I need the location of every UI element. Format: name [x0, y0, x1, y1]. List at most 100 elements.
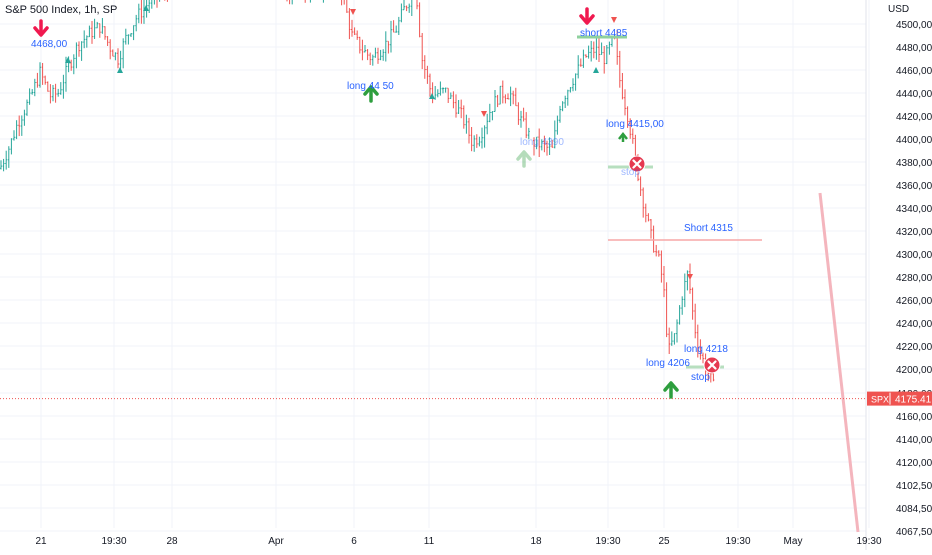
x-tick-label: 19:30 [856, 536, 881, 547]
candle [150, 0, 153, 9]
candle [343, 0, 345, 5]
candle [371, 54, 374, 66]
projection-line [818, 192, 860, 533]
candle [130, 33, 132, 37]
stop-marker-icon [703, 356, 721, 374]
candle [135, 14, 138, 32]
candle [403, 0, 405, 11]
candle [366, 49, 369, 61]
candle [341, 0, 343, 6]
signal-triangle [611, 17, 617, 23]
candle [369, 52, 372, 65]
candle [356, 30, 359, 40]
candle [491, 111, 494, 121]
candle [543, 135, 546, 153]
candle [390, 20, 392, 53]
candle [455, 94, 457, 118]
candle [384, 31, 387, 62]
candle [598, 38, 600, 62]
candle [361, 39, 364, 61]
candle [561, 101, 564, 112]
candle [395, 25, 398, 33]
x-tick-label: May [784, 536, 803, 547]
candle [436, 89, 439, 98]
candle [600, 42, 603, 55]
candle [572, 78, 574, 92]
signal-triangle [429, 93, 435, 99]
y-tick-label: 4360,00 [896, 181, 932, 192]
candle [124, 28, 127, 45]
candle [681, 296, 684, 315]
short-arrow-icon [579, 7, 595, 25]
candle [465, 114, 468, 134]
candle [109, 39, 112, 60]
annotation-label: short 4485 [580, 28, 628, 39]
candle [20, 115, 23, 136]
candle [470, 127, 473, 152]
x-tick-label: 21 [35, 536, 47, 547]
candle [140, 0, 143, 24]
candle [676, 319, 678, 343]
candle [80, 41, 83, 61]
candle [83, 30, 86, 49]
candle [70, 59, 73, 71]
y-tick-label: 4400,00 [896, 135, 932, 146]
last-price-box [867, 391, 932, 406]
candle [114, 52, 117, 61]
signal-triangle [687, 274, 693, 280]
candle [164, 0, 166, 1]
candle [585, 54, 587, 58]
candle [657, 250, 660, 257]
candle [631, 128, 634, 144]
candle [377, 47, 379, 64]
candle [694, 303, 697, 339]
candle [673, 333, 676, 345]
candle [512, 90, 515, 105]
candle [426, 65, 429, 84]
candle [468, 117, 470, 144]
candle [26, 99, 28, 116]
candle [410, 0, 413, 16]
candle [686, 270, 689, 291]
candle [621, 73, 624, 100]
candle [442, 87, 444, 94]
candle [644, 203, 647, 223]
candle [405, 5, 408, 12]
candle [548, 137, 551, 155]
candle [452, 91, 455, 109]
candles [0, 0, 715, 383]
candle [650, 219, 652, 239]
candle [62, 74, 65, 99]
annotation-label: long 4415,00 [606, 119, 664, 130]
candle [504, 94, 507, 104]
arrow-head [618, 131, 628, 140]
candle [577, 55, 580, 79]
stop-cross [707, 360, 717, 370]
candle [582, 49, 585, 68]
candle [574, 73, 577, 91]
short-arrow-icon [33, 19, 49, 37]
grid [0, 0, 870, 532]
candle [31, 89, 34, 95]
candle [379, 49, 382, 61]
signal-triangle [350, 9, 356, 15]
candle [111, 49, 114, 57]
candle [559, 105, 561, 123]
stop-marker-icon [628, 155, 646, 173]
long-arrow-icon [663, 381, 679, 399]
candle [429, 73, 431, 97]
candle [322, 0, 324, 3]
candle [566, 89, 569, 106]
y-tick-label: 4102,50 [896, 481, 932, 492]
last-price-value: 4175.41 [895, 395, 932, 406]
candle [564, 95, 567, 108]
candle [457, 100, 460, 114]
arrow-head [579, 14, 595, 25]
y-tick-label: 4460,00 [896, 66, 932, 77]
candle [546, 140, 548, 156]
candle [691, 287, 694, 320]
candle [291, 0, 293, 5]
candle [496, 94, 499, 108]
